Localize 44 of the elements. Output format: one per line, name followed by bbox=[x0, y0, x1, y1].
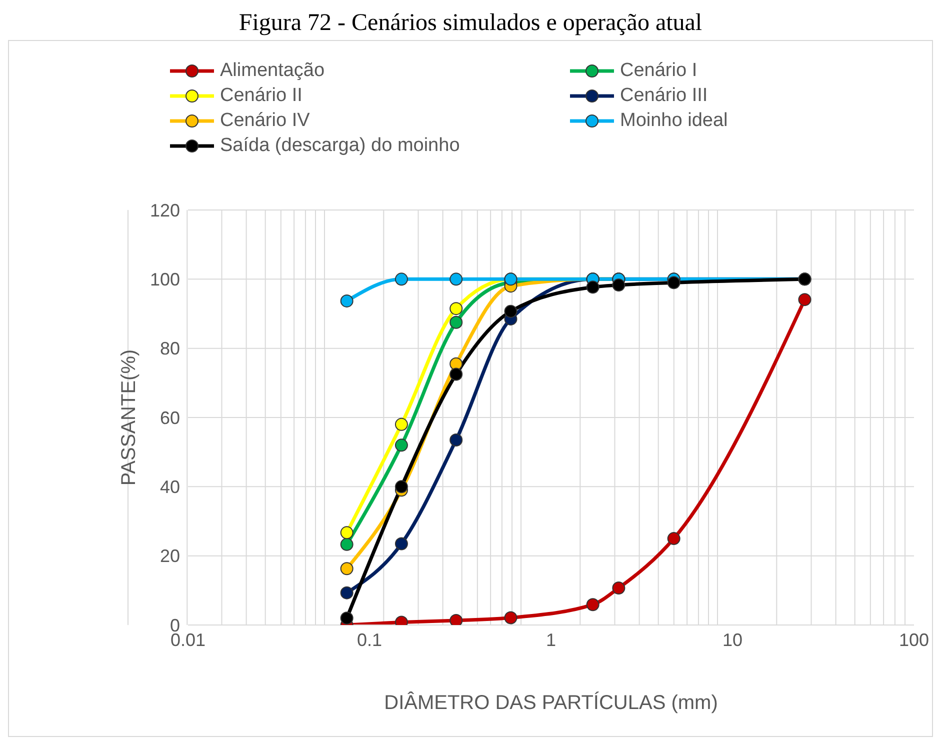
point bbox=[450, 368, 463, 381]
point bbox=[340, 562, 354, 576]
point bbox=[340, 526, 354, 540]
point bbox=[504, 611, 518, 624]
y-tick-label: 80 bbox=[160, 338, 180, 359]
point bbox=[450, 433, 463, 446]
point bbox=[667, 532, 680, 546]
legend-label: Moinho ideal bbox=[620, 110, 728, 132]
point bbox=[394, 438, 408, 452]
point bbox=[394, 272, 408, 286]
legend-label: Cenário III bbox=[620, 85, 708, 107]
point bbox=[394, 418, 408, 431]
x-tick-label: 10 bbox=[722, 630, 743, 650]
chart-title: Figura 72 - Cenários simulados e operação atual bbox=[238, 9, 704, 38]
x-axis-title: DIÂMETRO DAS PARTÍCULAS (mm) bbox=[384, 691, 718, 714]
legend-label: Cenário II bbox=[220, 85, 302, 107]
legend-label: Saída (descarga) do moinho bbox=[220, 135, 460, 157]
y-tick-label: 40 bbox=[160, 477, 180, 498]
point bbox=[504, 304, 518, 318]
point bbox=[612, 278, 626, 292]
point bbox=[450, 357, 463, 370]
point bbox=[394, 537, 408, 550]
y-tick-label: 100 bbox=[150, 270, 180, 290]
x-tick-label: 1 bbox=[546, 630, 556, 650]
x-tick-label: 0.1 bbox=[356, 630, 382, 650]
point bbox=[450, 316, 463, 329]
legend-label: Cenário IV bbox=[220, 110, 310, 132]
point bbox=[340, 538, 354, 551]
y-tick-label: 60 bbox=[160, 408, 180, 428]
point bbox=[612, 581, 626, 594]
point bbox=[340, 294, 354, 308]
legend-label: Alimentação bbox=[220, 60, 325, 82]
x-tick-label: 100 bbox=[898, 630, 930, 650]
point bbox=[667, 276, 680, 290]
y-axis-title: PASSANTE(%) bbox=[118, 349, 140, 486]
point bbox=[450, 614, 463, 625]
point bbox=[450, 272, 463, 286]
point bbox=[450, 302, 463, 316]
point bbox=[340, 612, 354, 625]
legend-label: Cenário I bbox=[620, 60, 698, 82]
point bbox=[340, 586, 354, 600]
point bbox=[394, 480, 408, 494]
y-tick-label: 120 bbox=[150, 200, 180, 220]
y-tick-label: 20 bbox=[160, 546, 180, 566]
